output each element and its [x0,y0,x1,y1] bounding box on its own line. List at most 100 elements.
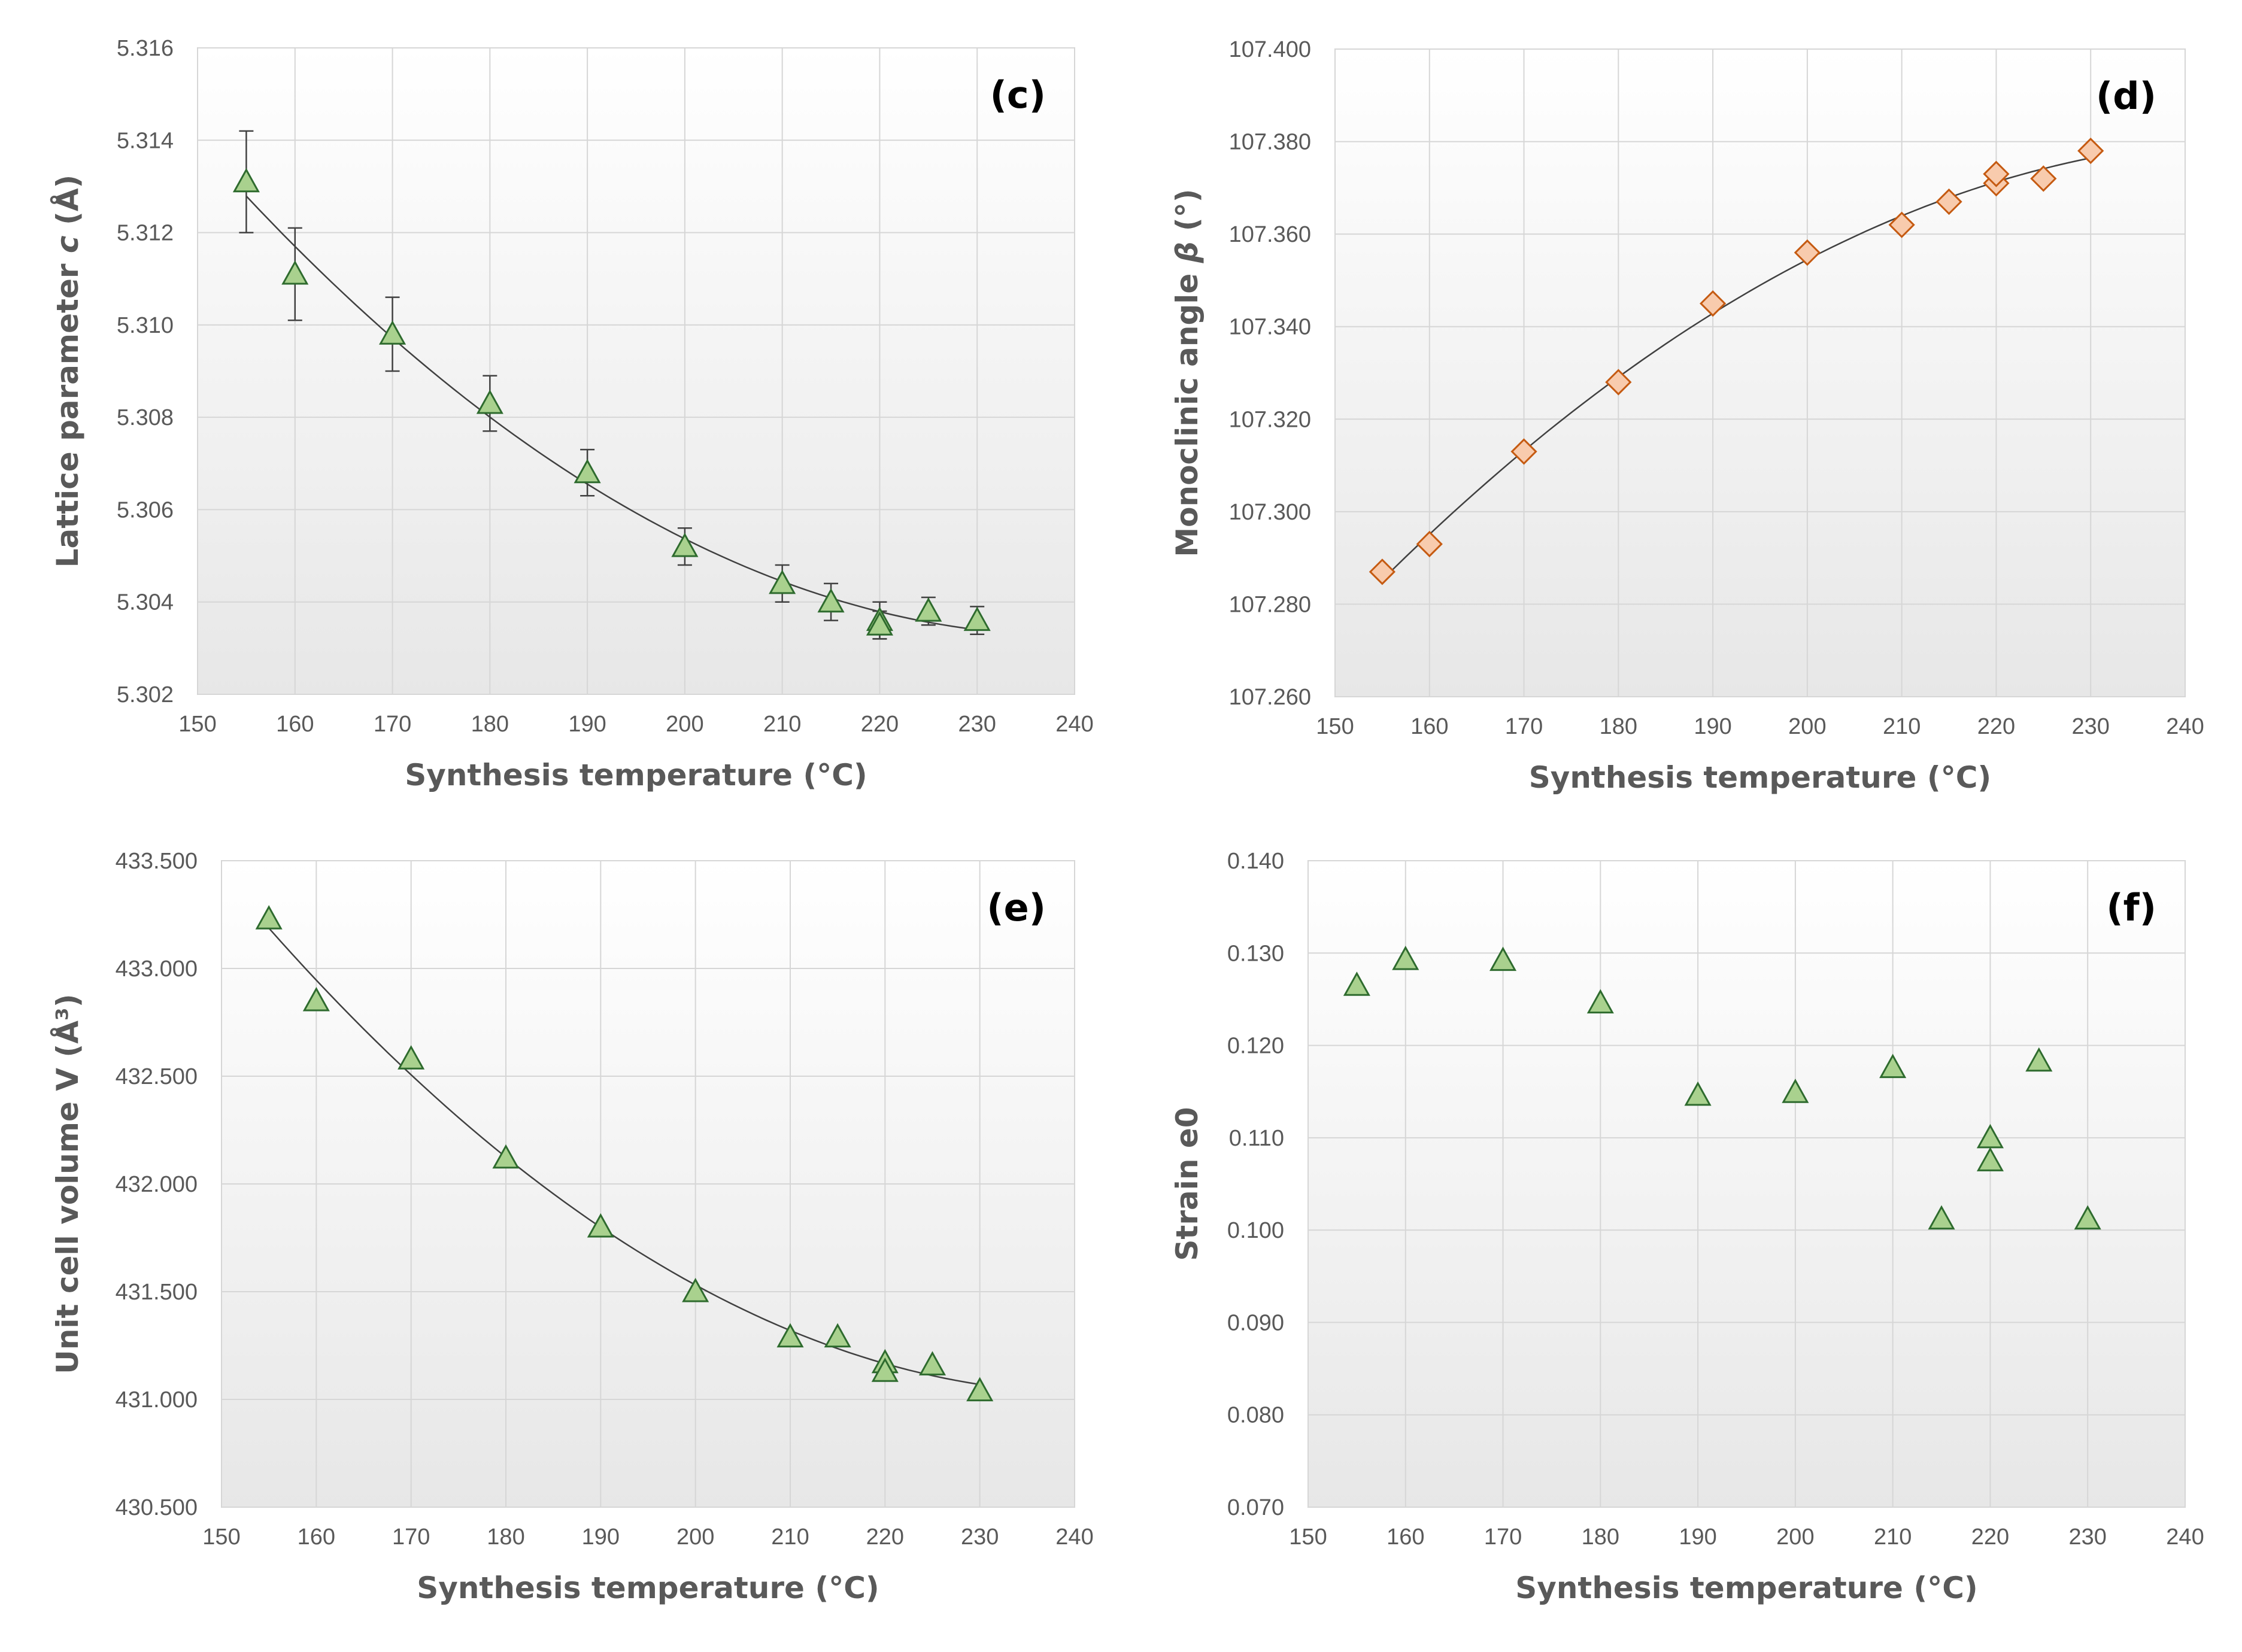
c0-ytick-label: 5.314 [117,128,174,153]
c2-data-point [871,1358,899,1382]
c1-panel-label: (d) [2096,74,2156,118]
c3-data-point [1489,946,1517,971]
c1-data-point [1605,369,1632,396]
c2-data-point [302,986,330,1012]
c1-y-axis-title: Monoclinic angle β (°) [1170,189,1205,557]
chart-panel-e: 150 160 170 180 190 200 210 220 230 240 430.500 431… [0,831,1120,1652]
c1-xtick-label: 150 [1316,714,1354,739]
c2-data-point [966,1377,994,1402]
c3-data-point [1684,1081,1712,1106]
c0-xtick-label: 210 [763,712,801,737]
c3-data-point [2025,1047,2053,1072]
c0-ytick-label: 5.310 [117,313,174,338]
c1-xtick-label: 230 [2072,714,2110,739]
c0-xtick-label: 180 [471,712,509,737]
c2-xtick-label: 210 [771,1525,809,1550]
c1-ytick-label: 107.260 [1229,685,1311,710]
c0-data-point [379,320,406,345]
c2-xtick-label: 240 [1055,1525,1093,1550]
c0-panel-label: (c) [990,73,1046,117]
c0-xtick-label: 150 [178,712,216,737]
c1-data-point [1935,188,1962,215]
c3-ytick-label: 0.070 [1227,1495,1284,1520]
c3-ytick-label: 0.130 [1227,941,1284,966]
c0-ytick-label: 5.302 [117,682,174,707]
c2-xtick-label: 220 [866,1525,904,1550]
c3-data-point [1928,1205,1955,1230]
c3-y-axis-title: Strain e0 [1170,1107,1205,1261]
c3-xtick-label: 230 [2069,1525,2107,1550]
c0-data-point [866,611,893,636]
c0-data-point [963,606,991,631]
c3-data-point [1879,1053,1907,1079]
c3-xtick-label: 200 [1776,1525,1814,1550]
c2-data-point [398,1045,425,1070]
c3-ytick-label: 0.120 [1227,1034,1284,1059]
c1-data-point [1794,239,1821,266]
c2-ytick-label: 433.500 [116,849,198,874]
c3-xtick-label: 220 [1971,1525,2009,1550]
c0-y-axis-title: Lattice parameter c (Å) [50,175,85,568]
c0-data-point [817,588,845,613]
c1-xtick-label: 200 [1788,714,1826,739]
c1-ytick-label: 107.380 [1229,130,1311,155]
chart-e: 150 160 170 180 190 200 210 220 230 240 430.500 431… [50,849,1094,1605]
c0-ytick-label: 5.308 [117,405,174,430]
c0-plot-area [197,47,1075,695]
c1-data-point [1888,211,1915,238]
c2-ytick-label: 431.000 [116,1387,198,1413]
c3-plot-area [1307,860,2186,1508]
c3-ytick-label: 0.080 [1227,1403,1284,1428]
c0-xtick-label: 240 [1055,712,1093,737]
c2-data-point [492,1144,520,1169]
c3-data-point [2074,1205,2101,1230]
c0-data-point [671,533,699,557]
c2-trendline [268,927,980,1386]
c1-x-axis-title: Synthesis temperature (°C) [1529,760,1992,795]
c0-xtick-label: 230 [958,712,996,737]
c0-xtick-label: 200 [666,712,703,737]
c1-data-point [2030,165,2057,192]
c0-xtick-label: 160 [276,712,314,737]
c2-ytick-label: 433.000 [116,956,198,982]
c1-data-point [2077,137,2104,165]
c2-ytick-label: 431.500 [116,1280,198,1305]
chart-panel-f: 150 160 170 180 190 200 210 220 230 240 0.070 0.080… [1120,831,2242,1652]
c1-xtick-label: 220 [1977,714,2015,739]
c0-ytick-label: 5.316 [117,36,174,61]
c3-ytick-label: 0.100 [1227,1218,1284,1243]
c2-data-point [682,1277,709,1302]
c2-xtick-label: 160 [298,1525,335,1550]
c2-xtick-label: 200 [676,1525,714,1550]
c3-data-point [1976,1147,2004,1171]
chart-panel-c: 150 160 170 180 190 200 210 220 230 240 5.302 5.304… [0,0,1120,831]
c1-xtick-label: 160 [1410,714,1448,739]
c2-xtick-label: 190 [582,1525,620,1550]
c2-data-point [255,905,283,930]
c2-ytick-label: 432.500 [116,1064,198,1089]
c3-data-point [1343,971,1370,996]
c1-xtick-label: 170 [1505,714,1543,739]
c2-ytick-label: 430.500 [116,1495,198,1520]
c0-ytick-label: 5.306 [117,497,174,523]
chart-panel-d: 150 160 170 180 190 200 210 220 230 240 107.260 107… [1120,0,2242,831]
c1-ytick-label: 107.400 [1229,37,1311,62]
c2-panel-label: (e) [987,886,1046,930]
c0-data-point [769,569,796,594]
c3-data-point [1586,989,1614,1014]
c1-ytick-label: 107.320 [1229,407,1311,432]
c0-xtick-label: 220 [861,712,899,737]
c3-data-point [1392,945,1419,970]
c0-data-point [574,458,601,484]
chart-d: 150 160 170 180 190 200 210 220 230 240 107.260 107… [1170,37,2204,795]
c1-data-point [1416,530,1443,558]
c1-plot-area [1334,48,2186,697]
c2-data-point [918,1351,946,1375]
c2-data-point [587,1213,614,1238]
c2-data-point [824,1323,851,1348]
c1-ytick-label: 107.360 [1229,222,1311,247]
chart-f: 150 160 170 180 190 200 210 220 230 240 0.070 0.080… [1170,849,2204,1605]
c2-xtick-label: 170 [392,1525,430,1550]
c2-ytick-label: 432.000 [116,1172,198,1197]
c1-ytick-label: 107.300 [1229,500,1311,525]
